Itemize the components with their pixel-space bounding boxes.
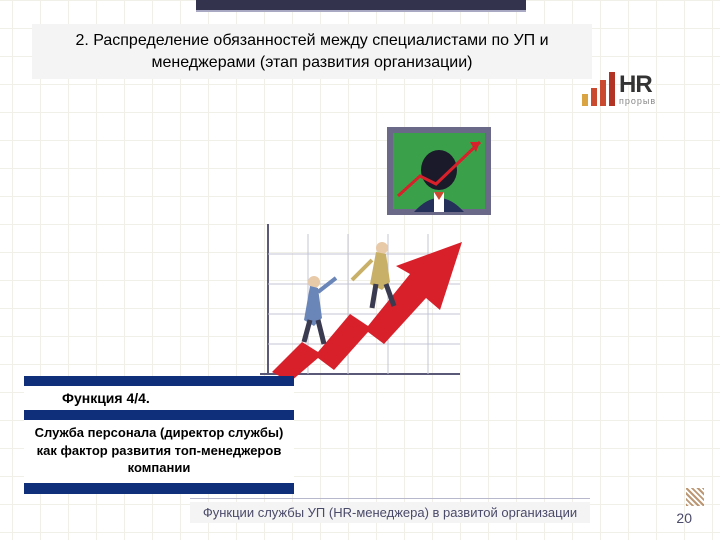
- footer-caption: Функции службы УП (HR-менеджера) в разви…: [190, 502, 590, 523]
- hr-logo-bar-3: [600, 80, 606, 106]
- slide-title: 2. Распределение обязанностей между спец…: [32, 24, 592, 79]
- top-thin-bar: [196, 10, 526, 12]
- function-box: Функция 4/4. Служба персонала (директор …: [24, 376, 294, 494]
- hr-logo-text: HR прорыв: [619, 74, 656, 106]
- hr-logo-bar-1: [582, 94, 588, 106]
- vision-clipart: [384, 126, 494, 226]
- hr-logo-small-text: прорыв: [619, 96, 656, 106]
- hr-logo-bar-4: [609, 72, 615, 106]
- hr-logo: HR прорыв: [582, 56, 692, 106]
- decorative-hatch-icon: [686, 488, 704, 506]
- function-description: Служба персонала (директор службы) как ф…: [24, 420, 294, 483]
- top-dark-bar: [196, 0, 526, 10]
- page-number: 20: [676, 510, 692, 526]
- teamwork-clipart: [260, 224, 470, 384]
- function-label: Функция 4/4.: [24, 386, 294, 410]
- slide-title-line2: менеджерами (этап развития организации): [151, 54, 472, 71]
- hr-logo-bar-2: [591, 88, 597, 106]
- hr-logo-big-text: HR: [619, 74, 656, 96]
- hr-logo-bars: [582, 72, 615, 106]
- footer-rule: [190, 498, 590, 499]
- slide-title-line1: 2. Распределение обязанностей между спец…: [75, 32, 548, 49]
